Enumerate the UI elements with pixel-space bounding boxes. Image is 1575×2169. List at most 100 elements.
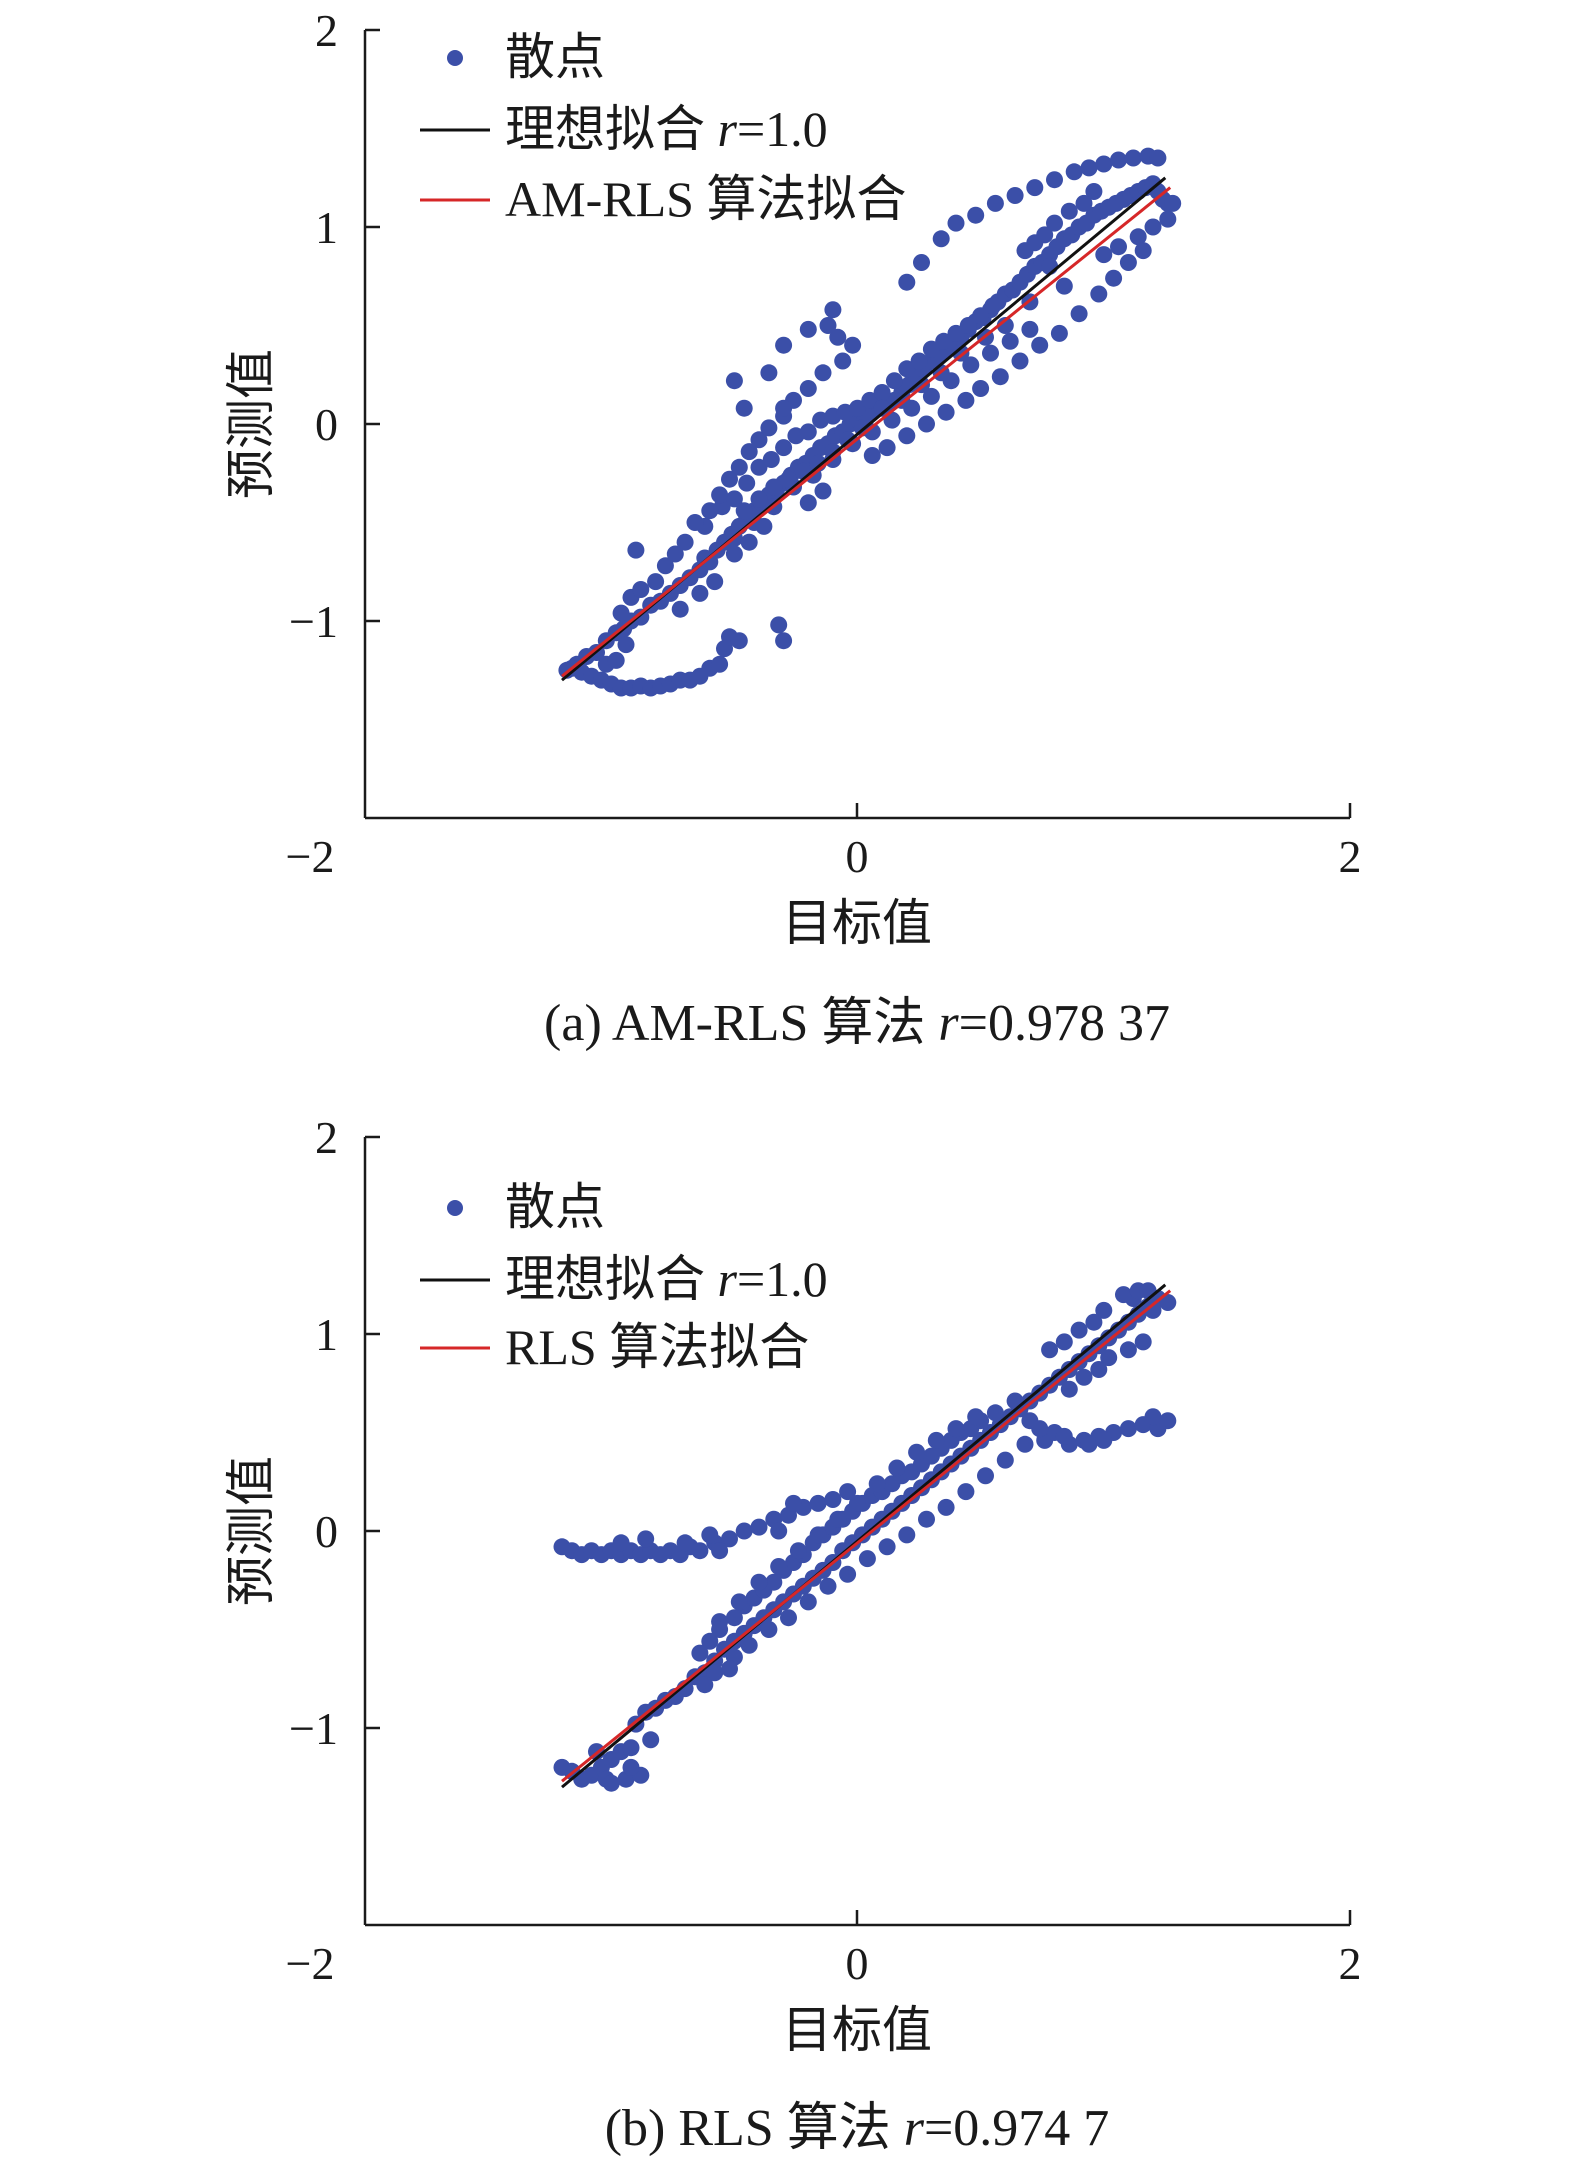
- panel-a-scatter-point: [1065, 163, 1083, 181]
- panel-b-scatter-point: [642, 1731, 660, 1749]
- panel-a-scatter-point: [666, 545, 684, 563]
- panel-a-y-tick-label-2: 2: [315, 5, 338, 56]
- panel-a-scatter-point: [1070, 305, 1088, 323]
- panel-a-scatter-point: [725, 545, 743, 563]
- panel-b-scatter-point: [927, 1431, 945, 1449]
- panel-a-scatter-point: [863, 447, 881, 464]
- panel-a-scatter-point: [775, 439, 793, 457]
- panel-a-scatter-point: [799, 320, 817, 338]
- panel-a-y-tick-label-0: 0: [315, 399, 338, 450]
- panel-b-scatter-point: [711, 1613, 729, 1631]
- panel-b-y-tick-label-2: 2: [315, 1112, 338, 1163]
- panel-a: 2 1 0 −1 −2 0 2 目标值 预测值 散点 理想拟合 r=1.0 AM…: [223, 5, 1362, 1052]
- panel-b-scatter-point: [829, 1510, 847, 1528]
- panel-a-scatter-point: [765, 478, 783, 496]
- panel-b-scatter-point: [622, 1739, 640, 1757]
- panel-b-scatter-point: [1095, 1301, 1113, 1319]
- panel-a-scatter-point: [725, 372, 743, 390]
- panel-a-caption: (a) AM-RLS 算法 r=0.978 37: [544, 995, 1170, 1052]
- panel-b-scatter-point: [1159, 1294, 1177, 1311]
- panel-b-scatter-point: [849, 1494, 866, 1512]
- panel-b-scatter-point: [819, 1577, 837, 1595]
- panel-a-scatter-point: [935, 332, 953, 350]
- panel-a-scatter-point: [750, 431, 768, 449]
- panel-a-scatter-point: [750, 490, 768, 508]
- panel-a-scatter-point: [711, 486, 729, 504]
- panel-a-scatter-point: [1060, 202, 1078, 220]
- panel-a-scatter-point: [932, 230, 950, 248]
- panel-b-scatter-point: [785, 1494, 802, 1512]
- panel-a-scatter-point: [967, 206, 985, 224]
- panel-a-scatter-point: [696, 549, 714, 567]
- panel-a-scatter-point: [1095, 155, 1113, 173]
- panel-a-scatter-point: [873, 399, 891, 417]
- panel-a-scatter-point: [647, 573, 665, 591]
- panel-b-scatter-points: [553, 1282, 1177, 1792]
- panel-b-scatter-point: [986, 1404, 1004, 1422]
- panel-b-scatter-point: [1139, 1282, 1157, 1300]
- panel-a-scatter-point: [775, 632, 793, 650]
- panel-b-legend: 散点 理想拟合 r=1.0 RLS 算法拟合: [420, 1179, 828, 1375]
- panel-a-scatter-point: [760, 364, 778, 382]
- panel-a-scatter-point: [730, 632, 748, 650]
- panel-b-scatter-point: [622, 1758, 640, 1776]
- panel-a-scatter-point: [1001, 332, 1019, 350]
- panel-a-scatter-point: [711, 655, 729, 673]
- panel-a-scatter-point: [799, 380, 817, 397]
- panel-a-scatter-point: [898, 273, 916, 291]
- panel-a-scatter-point: [1159, 210, 1177, 228]
- panel-b-y-axis-label: 预测值: [223, 1456, 279, 1606]
- panel-a-scatter-point: [1080, 159, 1098, 177]
- panel-b-x-axis-label: 目标值: [782, 2002, 932, 2058]
- panel-a-scatter-point: [1021, 320, 1039, 338]
- panel-a-scatter-point: [922, 340, 940, 358]
- panel-b-scatter-point: [789, 1542, 807, 1560]
- panel-b-scatter-point: [908, 1443, 926, 1461]
- panel-a-scatter-point: [1149, 149, 1167, 167]
- panel-a-scatter-point: [893, 391, 911, 409]
- panel-b-scatter-point: [839, 1565, 857, 1583]
- panel-b-scatter-point: [612, 1534, 630, 1552]
- panel-b-scatter-point: [839, 1483, 857, 1501]
- panel-b-scatter-point: [947, 1420, 965, 1438]
- panel-b-scatter-point: [1134, 1333, 1152, 1351]
- panel-a-scatter-point: [834, 352, 852, 370]
- panel-b-y-tick-label-1: 1: [315, 1309, 338, 1360]
- panel-a-scatter-point: [775, 399, 793, 417]
- panel-a-scatter-point: [986, 194, 1004, 212]
- panel-a-scatter-point: [1026, 179, 1044, 197]
- panel-a-scatter-point: [612, 604, 630, 622]
- panel-a-scatter-point: [721, 470, 738, 488]
- panel-a-scatter-point: [829, 328, 847, 346]
- panel-a-scatter-point: [991, 368, 1009, 386]
- panel-a-legend-label-ideal: 理想拟合 r=1.0: [505, 101, 828, 157]
- panel-b-legend-dot-marker: [447, 1200, 463, 1216]
- panel-a-scatter-point: [861, 391, 879, 409]
- panel-a-scatter-point: [984, 297, 1002, 315]
- panel-a-scatter-point: [1050, 324, 1068, 342]
- panel-b: 2 1 0 −1 −2 0 2 目标值 预测值 散点 理想拟合 r=1.0 RL…: [223, 1112, 1362, 2157]
- panel-b-scatter-point: [1095, 1431, 1113, 1449]
- panel-b-x-tick-label-0: 0: [846, 1938, 869, 1989]
- panel-a-scatter-point: [1011, 352, 1029, 370]
- panel-b-scatter-point: [701, 1526, 719, 1544]
- panel-a-scatter-point: [799, 423, 817, 441]
- panel-a-scatter-point: [982, 344, 999, 362]
- panel-b-y-tick-label-0: 0: [315, 1506, 338, 1557]
- panel-b-scatter-point: [740, 1636, 758, 1654]
- panel-a-scatter-point: [1075, 194, 1093, 212]
- panel-a-x-axis-label: 目标值: [782, 895, 932, 951]
- panel-b-scatter-point: [878, 1538, 896, 1556]
- panel-b-scatter-point: [735, 1522, 753, 1540]
- panel-a-scatter-point: [1119, 254, 1137, 271]
- panel-a-scatter-point: [898, 360, 916, 378]
- panel-a-scatter-point: [799, 494, 817, 512]
- panel-a-scatter-point: [1134, 242, 1152, 260]
- panel-b-scatter-point: [637, 1530, 655, 1548]
- panel-b-scatter-point: [721, 1660, 738, 1678]
- panel-b-scatter-point: [1090, 1361, 1108, 1378]
- panel-a-scatter-point: [691, 584, 709, 602]
- panel-a-scatter-point: [770, 616, 788, 634]
- panel-a-scatter-point: [1046, 214, 1063, 232]
